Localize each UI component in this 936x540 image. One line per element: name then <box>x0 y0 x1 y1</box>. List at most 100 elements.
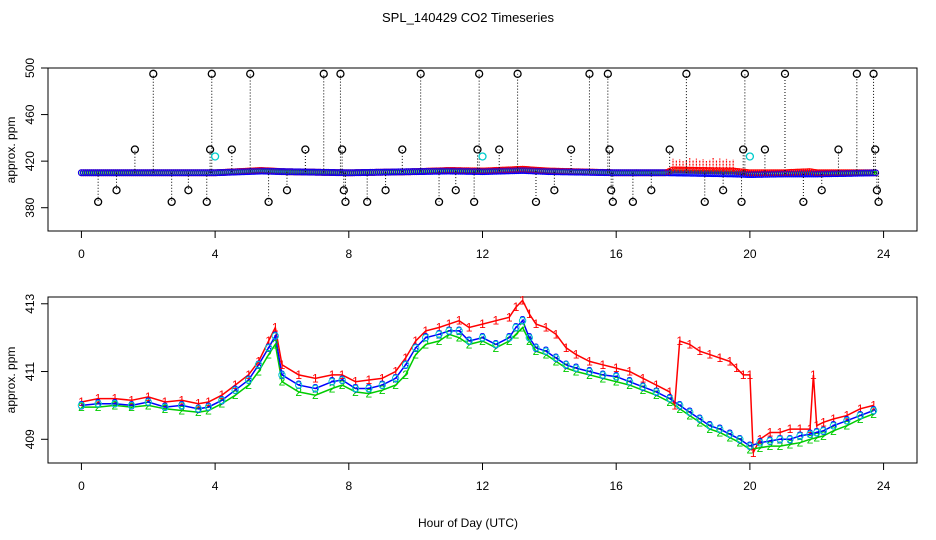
bottom-series-1-marker: 1 <box>519 293 526 307</box>
bottom-series-3-line <box>81 319 874 447</box>
top-spike-point <box>167 197 176 207</box>
top-spike-point <box>475 69 484 78</box>
bottom-series-3-marker: 3 <box>737 432 744 446</box>
bottom-series-1-marker: 1 <box>402 351 409 365</box>
bottom-series-3-marker: 3 <box>686 405 693 419</box>
bottom-series-1-marker: 1 <box>543 320 550 334</box>
top-spike-point <box>130 145 140 154</box>
bottom-series-1-marker: 1 <box>218 388 225 402</box>
bottom-series-1-marker: 1 <box>563 341 570 355</box>
bottom-point-circle <box>365 384 373 393</box>
top-series-3-point <box>868 169 876 177</box>
bottom-series-2-marker: 2 <box>162 402 169 416</box>
bottom-series-2-marker: 2 <box>339 378 346 392</box>
bottom-ylabel: approx. ppm <box>4 347 18 414</box>
bottom-y-ticks: 409 411 413 <box>23 293 48 449</box>
bottom-series-3-marker: 3 <box>95 397 102 411</box>
top-spike-point <box>628 197 638 207</box>
bottom-series-3-marker: 3 <box>526 331 533 345</box>
top-spike-point <box>718 186 728 195</box>
top-spike-point <box>603 69 612 78</box>
bottom-point-circle <box>492 340 500 349</box>
bottom-series-1-line <box>81 299 874 454</box>
bottom-series-1-marker: 1 <box>95 392 102 406</box>
bottom-series-3-marker: 3 <box>272 329 279 343</box>
bottom-x-ticks: 0 4 8 12 16 20 24 <box>78 463 891 493</box>
bottom-point-circle <box>328 377 336 386</box>
bottom-x-tick-label: 24 <box>877 479 891 493</box>
bottom-series-1-marker: 1 <box>733 361 740 375</box>
bottom-series-1-marker: 1 <box>777 426 784 440</box>
bottom-series-2-marker: 2 <box>272 337 279 351</box>
bottom-series-3-marker: 3 <box>232 383 239 397</box>
top-spike-point <box>282 186 292 195</box>
bottom-point-circle <box>525 333 533 342</box>
bottom-point-circle <box>696 415 704 423</box>
top-spike-point <box>202 197 211 207</box>
bottom-series-2-marker: 2 <box>820 429 827 443</box>
bottom-series-1-marker: 1 <box>295 368 302 382</box>
top-spike-point <box>852 69 861 78</box>
bottom-point-circle <box>445 327 453 335</box>
top-spike-point <box>700 197 709 207</box>
bottom-series-1-marker: 1 <box>352 375 359 389</box>
bottom-series-3-marker: 3 <box>813 426 820 440</box>
bottom-point-circle <box>231 386 239 394</box>
bottom-series-3-marker: 3 <box>563 358 570 372</box>
bottom-series-1-marker: 1 <box>446 317 453 331</box>
bottom-point-circle <box>786 435 794 443</box>
bottom-series-2-marker: 2 <box>366 387 373 401</box>
bottom-series-3-marker: 3 <box>466 334 473 348</box>
bottom-series-3-marker: 3 <box>726 427 733 441</box>
bottom-series-3-marker: 3 <box>402 358 409 372</box>
bottom-series-1-marker: 1 <box>870 398 877 412</box>
bottom-series-1-marker: 1 <box>706 348 713 362</box>
bottom-series-3-marker: 3 <box>128 398 135 412</box>
top-y-tick-label: 380 <box>23 197 37 217</box>
bottom-series-1-marker: 1 <box>379 371 386 385</box>
bottom-series-3-marker: 3 <box>295 378 302 392</box>
bottom-series-1-marker: 1 <box>740 368 747 382</box>
bottom-point-circle <box>599 371 607 379</box>
top-x-tick-label: 12 <box>476 247 490 261</box>
bottom-series-3-marker: 3 <box>245 373 252 387</box>
bottom-series-3-marker: 3 <box>255 358 262 372</box>
top-spike-point <box>301 145 310 154</box>
top-spike-point <box>451 186 460 195</box>
bottom-series-3-marker: 3 <box>599 368 606 382</box>
bottom-series-1-marker: 1 <box>479 317 486 331</box>
top-spike-point <box>184 186 193 195</box>
bottom-point-circle <box>465 337 473 345</box>
bottom-series-3-marker: 3 <box>573 361 580 375</box>
bottom-series-2-marker: 2 <box>813 431 820 445</box>
bottom-series-3-marker: 3 <box>653 385 660 399</box>
bottom-point-circle <box>542 347 550 355</box>
bottom-series-1-marker: 1 <box>747 368 754 382</box>
bottom-series-1-marker: 1 <box>787 422 794 436</box>
bottom-point-circle <box>455 327 463 335</box>
x-axis-label: Hour of Day (UTC) <box>418 516 518 530</box>
bottom-series-3-marker: 3 <box>777 432 784 446</box>
bottom-series-1-marker: 1 <box>671 398 678 412</box>
bottom-series-3-marker: 3 <box>265 341 272 355</box>
bottom-point-circle <box>204 403 213 411</box>
bottom-series-3-marker: 3 <box>820 424 827 438</box>
bottom-point-circle <box>144 398 152 406</box>
bottom-series-3-marker: 3 <box>843 414 850 428</box>
bottom-point-circle <box>856 411 864 420</box>
bottom-series-1-marker: 1 <box>412 334 419 348</box>
bottom-point-circle <box>264 344 273 352</box>
bottom-series-1-marker: 1 <box>533 317 540 331</box>
bottom-series-3-marker: 3 <box>339 373 346 387</box>
top-spike-point <box>434 197 444 207</box>
bottom-series-2-marker: 2 <box>767 439 774 453</box>
bottom-series-2-line <box>81 326 874 451</box>
bottom-x-tick-label: 12 <box>476 479 490 493</box>
bottom-point-circle <box>716 425 724 433</box>
top-spike-point <box>363 197 372 207</box>
bottom-point-circle <box>532 344 540 352</box>
bottom-series-2-marker: 2 <box>265 348 272 362</box>
